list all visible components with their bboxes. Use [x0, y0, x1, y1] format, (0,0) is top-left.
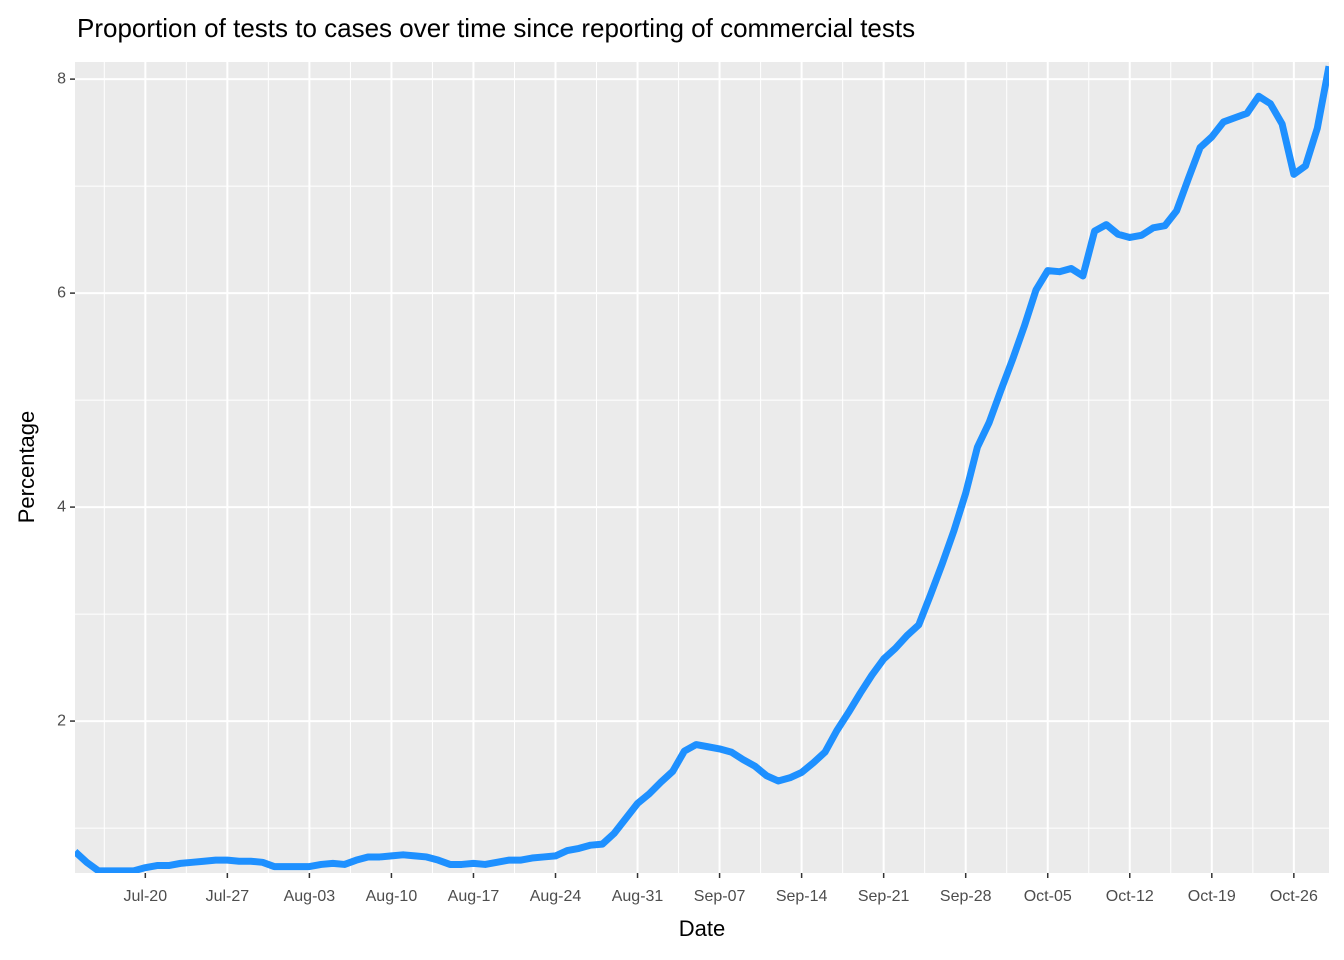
x-tick-label: Oct-26 — [1270, 888, 1318, 905]
panel — [75, 62, 1329, 873]
x-tick-label: Oct-12 — [1106, 888, 1154, 905]
y-axis-title: Percentage — [14, 411, 39, 524]
x-tick-label: Aug-31 — [612, 888, 664, 905]
y-tick-label: 6 — [57, 284, 66, 301]
x-tick-label: Oct-19 — [1188, 888, 1236, 905]
x-tick-label: Aug-10 — [366, 888, 418, 905]
y-tick-label: 4 — [57, 498, 66, 515]
x-tick-label: Oct-05 — [1024, 888, 1072, 905]
x-axis-title: Date — [679, 916, 725, 941]
chart-title: Proportion of tests to cases over time s… — [77, 13, 915, 43]
x-tick-label: Sep-14 — [776, 888, 828, 905]
x-tick-label: Sep-21 — [858, 888, 910, 905]
x-tick-label: Jul-20 — [124, 888, 168, 905]
x-tick-label: Sep-07 — [694, 888, 746, 905]
x-tick-label: Aug-17 — [448, 888, 500, 905]
x-tick-label: Sep-28 — [940, 888, 992, 905]
x-tick-label: Jul-27 — [206, 888, 250, 905]
y-tick-label: 2 — [57, 712, 66, 729]
y-tick-label: 8 — [57, 70, 66, 87]
x-tick-label: Aug-03 — [284, 888, 336, 905]
x-tick-label: Aug-24 — [530, 888, 582, 905]
data-line — [75, 65, 1329, 873]
